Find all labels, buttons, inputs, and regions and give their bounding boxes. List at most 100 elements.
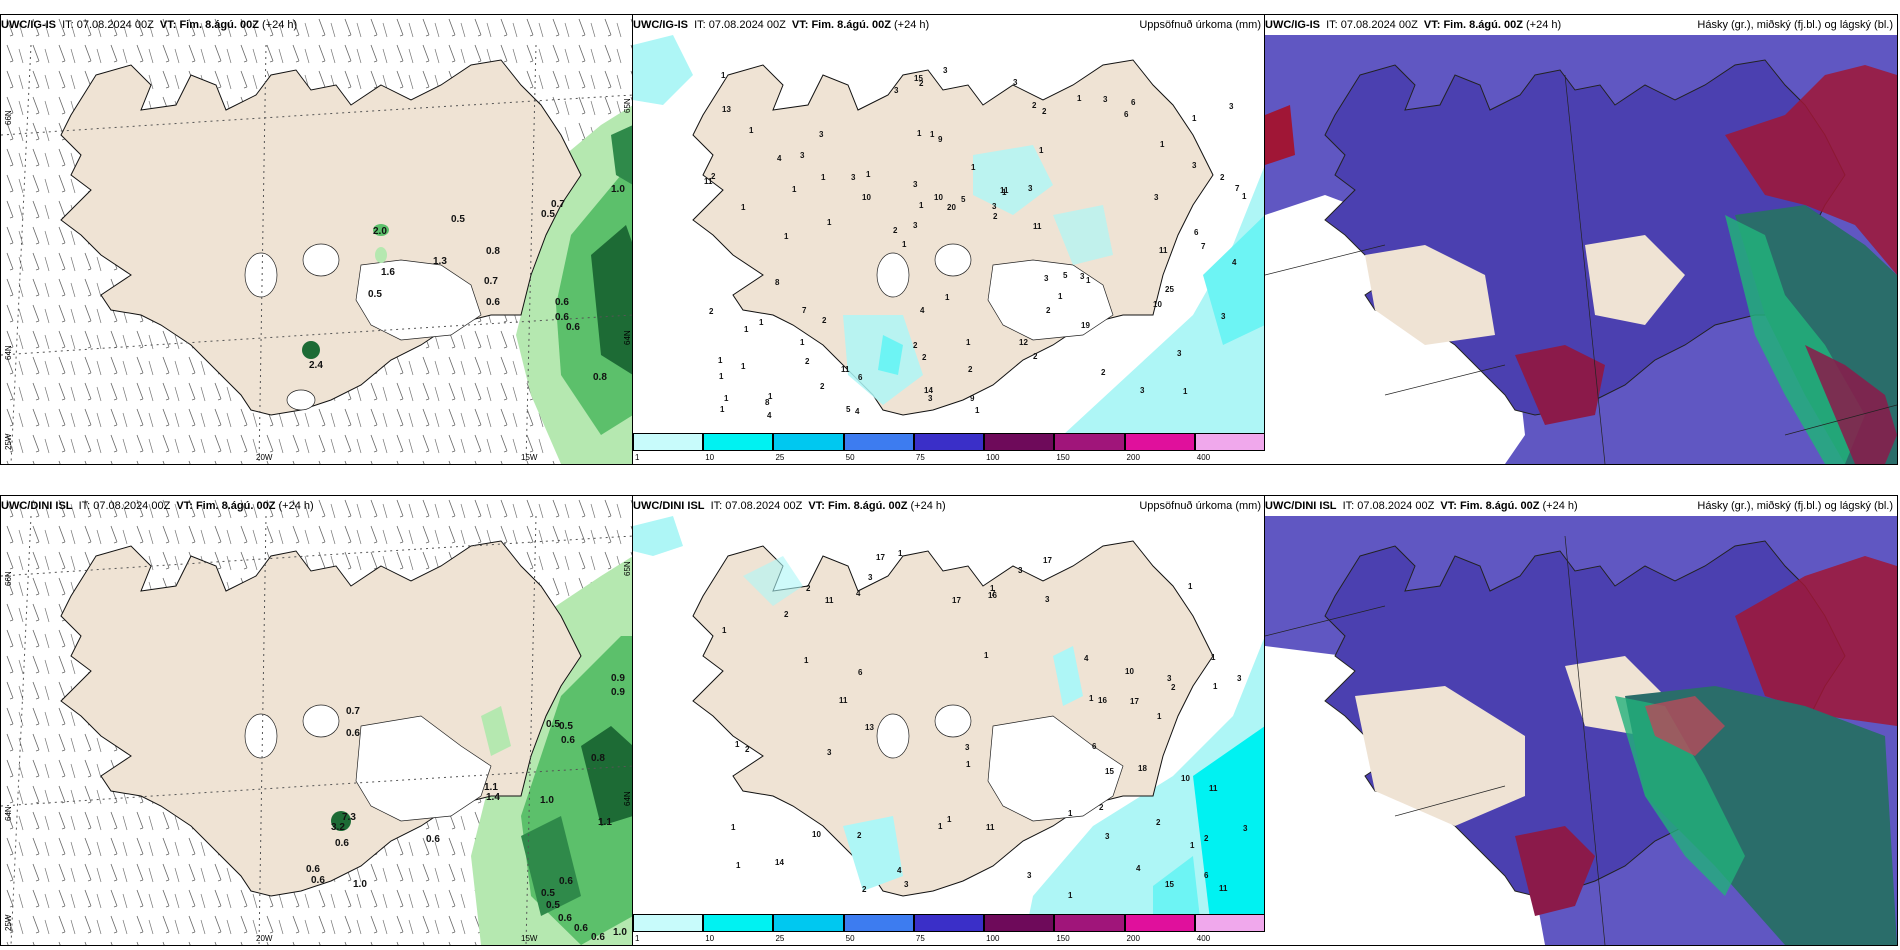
precip-value-label: 2: [805, 357, 810, 366]
colorbar-tick-label: 25: [775, 453, 785, 462]
colorbar: 1 10 25 50 75 100 150 200 400: [633, 433, 1265, 464]
precip-value-label: 2: [1032, 101, 1037, 110]
colorbar-tick-label: 75: [915, 453, 925, 462]
colorbar-tick-label: 100: [986, 453, 1000, 462]
precip-value-label: 3: [894, 86, 899, 95]
precip-value-label: 1: [724, 394, 729, 403]
precip-value-label: 2: [1099, 803, 1104, 812]
precip-title: Uppsöfnuð úrkoma (mm): [1139, 500, 1261, 512]
colorbar-swatch: [1054, 433, 1125, 451]
lat-label: 64N: [4, 345, 13, 360]
lon-label: 20W: [256, 453, 273, 462]
lat-label: 64N: [623, 791, 632, 806]
cloud-panel-row1: UWC/IG-IS IT: 07.08.2024 00Z VT: Fim. 8.…: [1264, 14, 1898, 465]
panel-header: UWC/DINI ISL IT: 07.08.2024 00Z VT: Fim.…: [1, 500, 314, 512]
iceland-land: [692, 59, 1214, 416]
precip-value-label: 1: [919, 201, 924, 210]
colorbar-swatch: [1124, 433, 1195, 451]
precip-value-label: 10: [812, 830, 821, 839]
model-name: UWC/DINI ISL: [1, 500, 73, 512]
precip-value-label: 2: [1204, 834, 1209, 843]
cloud-title: Hásky (gr.), miðský (fj.bl.) og lágský (…: [1697, 19, 1893, 31]
precip-value-label: 6: [858, 373, 863, 382]
colorbar-tick-label: 400: [1196, 934, 1211, 943]
precip-value-label: 11: [986, 823, 995, 832]
precip-map: [633, 35, 1265, 464]
lat-label: 64N: [4, 806, 13, 821]
precip-value-label: 14: [924, 386, 933, 395]
precip-value-label: 3: [943, 66, 948, 75]
colorbar-tick-label: 25: [775, 934, 785, 943]
precip-value-label: 3: [913, 180, 918, 189]
colorbar-swatch: [633, 433, 704, 451]
precip-value-label: 2: [857, 831, 862, 840]
precip-value-label: 5: [961, 195, 966, 204]
precip-value-label: 1: [784, 232, 789, 241]
precip-panel-row1: UWC/IG-IS IT: 07.08.2024 00Z VT: Fim. 8.…: [632, 14, 1266, 465]
precip-value-label: 3: [904, 880, 909, 889]
precip-value-label: 1: [821, 173, 826, 182]
precip-value-label: 7: [991, 589, 996, 598]
precip-value-label: 1: [731, 823, 736, 832]
panel-header: UWC/IG-IS IT: 07.08.2024 00Z VT: Fim. 8.…: [1265, 19, 1562, 31]
precip-value-label: 1: [947, 815, 952, 824]
precip-value-label: 8: [765, 398, 770, 407]
precip-value-label: 3: [1192, 161, 1197, 170]
wind-value-label: 0.5: [541, 888, 555, 899]
precip-value-label: 3: [1229, 102, 1234, 111]
iceland-land: [60, 59, 582, 416]
precip-value-label: 1: [1160, 140, 1165, 149]
wind-value-label: 0.6: [335, 838, 349, 849]
precip-value-label: 3: [1221, 312, 1226, 321]
colorbar-tick-label: 75: [915, 934, 925, 943]
colorbar-swatch: [1194, 914, 1265, 932]
precip-value-label: 20: [947, 203, 956, 212]
wind-value-label: 0.6: [346, 728, 360, 739]
wind-value-label: 0.6: [574, 923, 588, 934]
precip-value-label: 6: [1194, 228, 1199, 237]
precip-value-label: 1: [1242, 192, 1247, 201]
precip-value-label: 3: [1028, 184, 1033, 193]
precip-value-label: 6: [1092, 742, 1097, 751]
precip-value-label: 11: [1033, 222, 1042, 231]
wind-value-label: 1.6: [381, 267, 395, 278]
colorbar-swatch: [1124, 914, 1195, 932]
precip-value-label: 1: [718, 356, 723, 365]
precip-value-label: 1: [827, 218, 832, 227]
precip-value-label: 1: [749, 126, 754, 135]
precip-value-label: 7: [1235, 184, 1240, 193]
precip-value-label: 3: [1167, 674, 1172, 683]
precip-value-label: 12: [1019, 338, 1028, 347]
precip-value-label: 3: [851, 173, 856, 182]
precip-value-label: 17: [876, 553, 885, 562]
wind-value-label: 0.8: [486, 246, 500, 257]
wind-value-label: 1.0: [613, 927, 627, 938]
precip-value-label: 1: [735, 740, 740, 749]
wind-value-label: 2.0: [373, 226, 387, 237]
precip-value-label: 8: [775, 278, 780, 287]
precip-panel-row2: UWC/DINI ISL IT: 07.08.2024 00Z VT: Fim.…: [632, 495, 1266, 946]
precip-value-label: 13: [865, 723, 874, 732]
precip-value-label: 14: [775, 858, 784, 867]
precip-value-label: 1: [720, 405, 725, 414]
precip-value-label: 1: [866, 170, 871, 179]
wind-value-label: 3.2: [331, 822, 345, 833]
precip-value-label: 3: [819, 130, 824, 139]
panel-header: UWC/DINI ISL IT: 07.08.2024 00Z VT: Fim.…: [1265, 500, 1578, 512]
colorbar-swatch: [913, 433, 985, 451]
precip-value-label: 1: [938, 822, 943, 831]
cloud-map: [1265, 516, 1897, 945]
wind-value-label: 0.6: [558, 913, 572, 924]
precip-value-label: 9: [938, 135, 943, 144]
precip-value-label: 11: [1209, 784, 1218, 793]
wind-value-label: 0.5: [546, 900, 560, 911]
precip-value-label: 25: [1165, 285, 1174, 294]
precip-value-label: 1: [1089, 694, 1094, 703]
precip-value-label: 1: [1190, 841, 1195, 850]
precip-value-label: 7: [1201, 242, 1206, 251]
model-name: UWC/IG-IS: [1, 19, 56, 31]
wind-value-label: 0.6: [426, 834, 440, 845]
wind-value-label: 1.1: [484, 782, 498, 793]
precip-value-label: 1: [736, 861, 741, 870]
panel-header: UWC/IG-IS IT: 07.08.2024 00Z VT: Fim. 8.…: [633, 19, 930, 31]
